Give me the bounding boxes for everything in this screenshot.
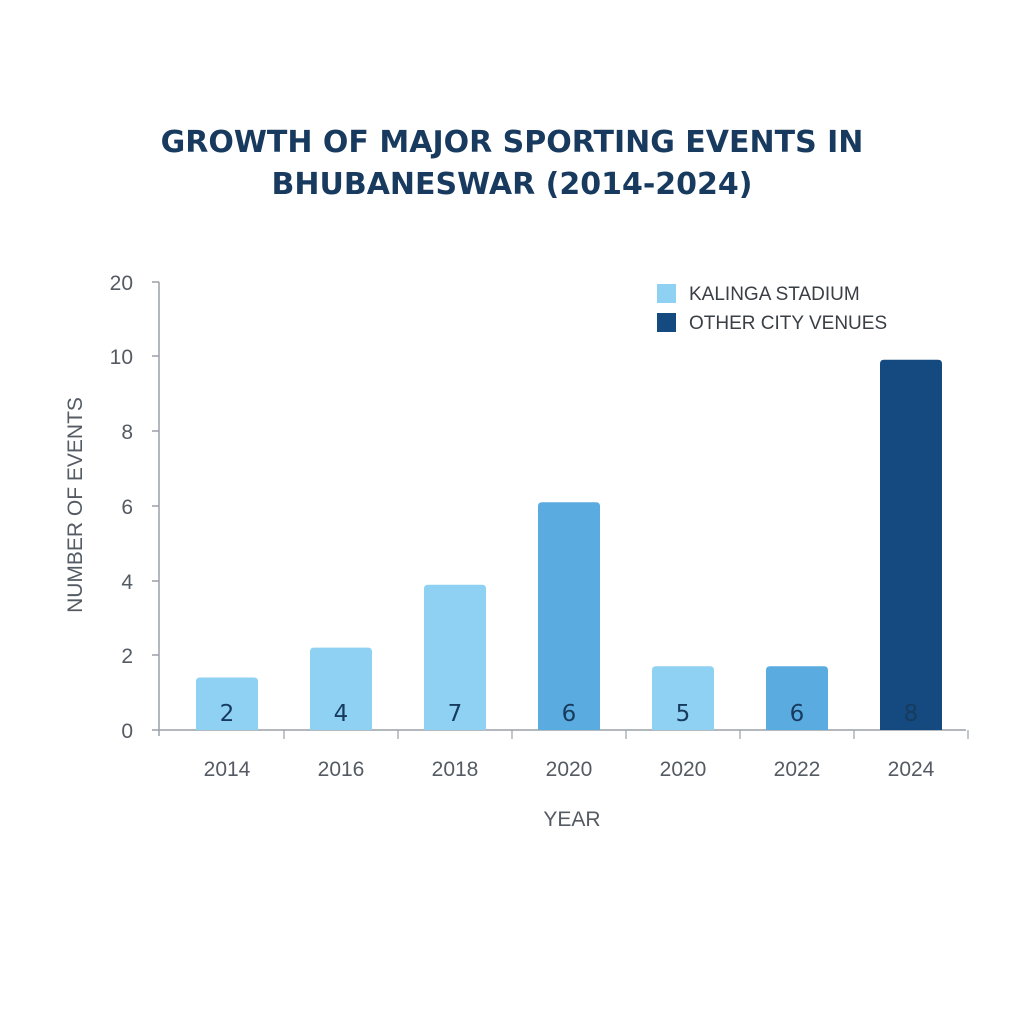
- bar: [424, 584, 486, 730]
- y-tick-label: 2: [121, 645, 133, 668]
- bar-data-label: 7: [448, 701, 463, 727]
- legend-swatch: [657, 313, 676, 332]
- chart-title-line-2: BHUBANESWAR (2014-2024): [271, 167, 753, 202]
- x-tick-label: 2018: [432, 758, 479, 781]
- x-tick-label: 2020: [546, 758, 593, 781]
- x-tick-labels: 2014 2016 2018 2020 2020 2022 2024: [204, 758, 935, 781]
- bar: [880, 359, 942, 730]
- y-tick-labels: 0 2 4 6 8 10 20: [110, 272, 134, 743]
- y-tick-label: 20: [110, 272, 133, 295]
- x-tick-label: 2014: [204, 758, 251, 781]
- x-tick-label: 2020: [660, 758, 707, 781]
- legend-label: KALINGA STADIUM: [689, 284, 860, 305]
- bar: [196, 677, 258, 730]
- bar-data-label: 8: [904, 701, 919, 727]
- x-axis-title: YEAR: [543, 808, 600, 831]
- bar-data-label: 2: [220, 701, 235, 727]
- bar: [310, 647, 372, 730]
- x-tick-label: 2024: [888, 758, 935, 781]
- y-tick-label: 4: [121, 571, 133, 594]
- bar: [652, 666, 714, 730]
- x-tick-label: 2022: [774, 758, 821, 781]
- bar-data-label: 6: [790, 701, 805, 727]
- bar-data-label: 4: [334, 701, 349, 727]
- bar-data-label: 6: [562, 701, 577, 727]
- legend: KALINGA STADIUM OTHER CITY VENUES: [657, 284, 887, 334]
- y-axis-title: NUMBER OF EVENTS: [64, 397, 87, 613]
- bar: [766, 666, 828, 730]
- y-tick-label: 0: [121, 720, 133, 743]
- chart-title-line-1: GROWTH OF MAJOR SPORTING EVENTS IN: [160, 125, 864, 160]
- bars: 2 4 7 6 5 6 8: [196, 359, 942, 730]
- bar-data-label: 5: [676, 701, 691, 727]
- legend-swatch: [657, 284, 676, 303]
- bar: [538, 502, 600, 730]
- x-tick-label: 2016: [318, 758, 365, 781]
- chart-title: GROWTH OF MAJOR SPORTING EVENTS IN BHUBA…: [0, 122, 1024, 206]
- y-tick-label: 10: [110, 346, 133, 369]
- y-tick-label: 6: [121, 496, 133, 519]
- y-tick-label: 8: [121, 421, 133, 444]
- legend-label: OTHER CITY VENUES: [689, 313, 887, 334]
